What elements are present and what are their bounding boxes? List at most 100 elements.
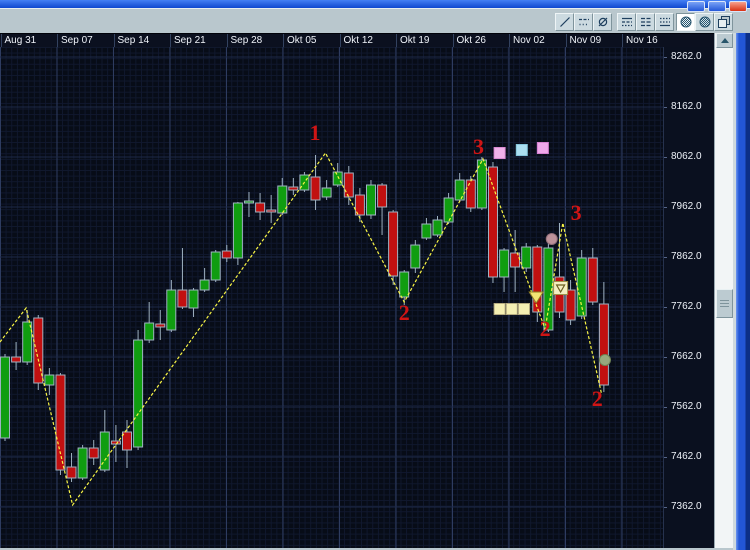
- candle-body-up: [244, 200, 254, 204]
- date-axis-separator: [113, 34, 115, 47]
- signal-triangle-down-marker[interactable]: [528, 291, 545, 304]
- candle-body-down: [177, 289, 188, 308]
- slashed-circle-icon: [596, 15, 610, 29]
- price-tick: [664, 357, 667, 358]
- date-axis-separator: [622, 34, 623, 47]
- wave-label: 2: [592, 386, 603, 411]
- candle-body-down: [155, 323, 166, 328]
- price-tick: [664, 407, 667, 408]
- zigzag-overlay[interactable]: [0, 151, 603, 507]
- maximize-button[interactable]: [708, 1, 726, 12]
- price-tick: [664, 257, 667, 258]
- signal-square-cyan-marker[interactable]: [515, 144, 528, 156]
- cascade-windows-button[interactable]: [714, 13, 733, 31]
- window-titlebar[interactable]: [0, 0, 750, 8]
- scroll-up-button[interactable]: [716, 33, 733, 48]
- price-label: 7562.0: [671, 401, 702, 412]
- line-style-dotted-button[interactable]: [655, 13, 674, 31]
- candle-body-up: [232, 202, 243, 259]
- candle-body-down: [221, 250, 232, 259]
- draw-dashed-line-button[interactable]: [574, 13, 593, 31]
- signal-square-yellow-1-marker[interactable]: [493, 303, 506, 315]
- date-label: Sep 14: [117, 35, 150, 46]
- date-label: Nov 16: [626, 35, 658, 46]
- dash-pattern-1-icon: [620, 15, 634, 29]
- price-axis[interactable]: 8262.0 8162.0 8062.0 7962.0 7862.0 7762.0 7662…: [663, 47, 714, 550]
- candle-body-down: [598, 303, 609, 386]
- signal-square-violet-marker[interactable]: [536, 142, 549, 154]
- signal-square-yellow-2-marker[interactable]: [505, 303, 518, 315]
- line-style-dashed-button[interactable]: [636, 13, 655, 31]
- price-tick: [664, 457, 667, 458]
- date-label: Sep 07: [61, 35, 93, 46]
- candle-body-up: [210, 251, 221, 281]
- candle-body-up: [199, 279, 210, 291]
- candle-body-up: [321, 187, 332, 198]
- fill-pattern-dark-button[interactable]: [695, 13, 714, 31]
- fill-pattern-light-button[interactable]: [676, 13, 695, 31]
- dashed-line-dots-icon: [577, 15, 591, 29]
- date-label: Okt 12: [343, 35, 373, 46]
- signal-square-pink-marker[interactable]: [493, 147, 506, 159]
- signal-square-yellow-3-marker[interactable]: [518, 303, 531, 315]
- diagonal-line-icon: [558, 15, 572, 29]
- cascade-windows-icon: [717, 15, 731, 29]
- candle-body-down: [354, 194, 365, 216]
- wave-label: 3: [473, 134, 484, 159]
- candle-body-down: [266, 209, 277, 213]
- price-label: 7662.0: [671, 351, 702, 362]
- candle-body-up: [454, 179, 465, 201]
- date-axis: Aug 31 Sep 07 Sep 14 Sep 21 Sep 28 Okt 05 Okt …: [0, 33, 714, 47]
- price-label: 8162.0: [671, 101, 702, 112]
- dash-pattern-2-icon: [639, 15, 653, 29]
- price-tick: [664, 207, 667, 208]
- scrollbar-thumb[interactable]: [716, 289, 733, 318]
- candle-body-down: [587, 257, 598, 303]
- price-label: 7962.0: [671, 201, 702, 212]
- candle-body-up: [432, 219, 443, 236]
- signal-circle-rose-marker[interactable]: [545, 233, 558, 245]
- close-button[interactable]: [729, 1, 747, 12]
- candle-body-down: [33, 317, 44, 384]
- draw-line-button[interactable]: [555, 13, 574, 31]
- vertical-scrollbar[interactable]: [714, 33, 733, 550]
- candle-body-down: [11, 356, 22, 363]
- date-axis-separator: [283, 34, 284, 47]
- date-axis-separator: [0, 34, 2, 47]
- wave-label: 2: [540, 316, 551, 341]
- wave-label: 3: [571, 200, 582, 225]
- candle-body-up: [188, 289, 199, 309]
- candle-body-up: [543, 247, 554, 331]
- candle-body-up: [366, 184, 376, 216]
- date-axis-separator: [170, 34, 171, 47]
- price-label: 7762.0: [671, 301, 702, 312]
- date-label: Okt 19: [400, 35, 430, 46]
- dash-pattern-3-icon: [658, 15, 672, 29]
- price-tick: [664, 307, 667, 308]
- date-axis-separator: [226, 34, 228, 47]
- signal-box-triangle-marker[interactable]: [553, 281, 569, 295]
- date-axis-separator: [565, 34, 567, 47]
- chart-area[interactable]: 1 2 3 2 3 2: [0, 47, 663, 550]
- wave-label: 1: [310, 120, 321, 145]
- date-axis-separator: [509, 34, 510, 47]
- candle-body-up: [166, 289, 177, 331]
- signal-circle-sage-marker[interactable]: [598, 354, 611, 366]
- wave-label: 2: [399, 300, 410, 325]
- date-axis-separator: [339, 34, 341, 47]
- candle-body-down: [255, 202, 266, 213]
- candle-body-up: [443, 197, 454, 223]
- price-label: 8262.0: [671, 51, 702, 62]
- line-style-solid-button[interactable]: [617, 13, 636, 31]
- draw-ellipse-off-button[interactable]: [593, 13, 612, 31]
- candle-body-up: [22, 321, 33, 363]
- thumb-grip-icon: [720, 300, 729, 307]
- date-label: Sep 21: [174, 35, 206, 46]
- candle-body-down: [532, 246, 543, 313]
- minimize-button[interactable]: [687, 1, 705, 12]
- candle-body-up: [99, 431, 110, 471]
- candle-body-down: [310, 176, 321, 201]
- window-right-border: [733, 0, 750, 550]
- hatched-circle-light-icon: [679, 15, 693, 29]
